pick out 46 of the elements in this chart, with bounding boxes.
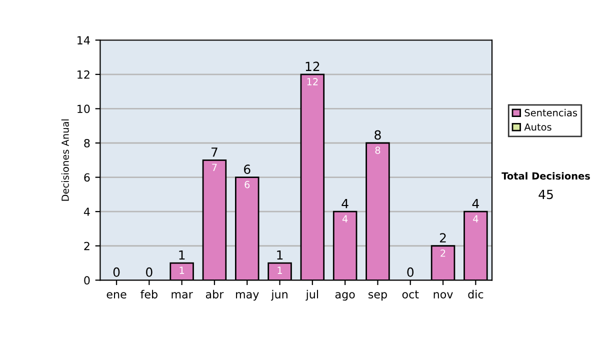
y-tick-label: 2 (84, 242, 90, 250)
x-tick-label: abr (206, 290, 224, 298)
data-label: 4 (473, 215, 478, 222)
y-tick-label: 10 (78, 104, 90, 114)
data-label: 6 (244, 180, 250, 188)
total-label: 12 (306, 62, 320, 71)
x-tick-label: ago (335, 292, 355, 301)
total-label: 0 (407, 267, 414, 277)
x-tick-label: mar (172, 292, 193, 298)
data-label: 1 (278, 266, 282, 274)
x-tick-label: jul (306, 290, 318, 301)
x-tick-label: jun (270, 290, 288, 301)
total-label: 2 (440, 233, 446, 242)
total-label: 4 (342, 199, 348, 208)
total-label: 0 (113, 267, 120, 277)
y-tick-label: 14 (78, 36, 90, 44)
total-label: 6 (244, 164, 250, 174)
x-tick-label: oct (402, 290, 419, 298)
data-label: 7 (212, 164, 217, 171)
data-label: 8 (375, 146, 380, 154)
total-label: 0 (146, 267, 152, 277)
y-tick-label: 6 (84, 173, 90, 182)
total-label: 1 (277, 250, 283, 260)
data-label: 2 (440, 249, 446, 257)
data-label: 1 (180, 266, 184, 274)
y-tick-label: 12 (78, 70, 90, 79)
y-axis-title: Decisiones Anual (61, 119, 69, 201)
y-tick-label: 8 (84, 138, 90, 148)
legend-label: Sentencias (524, 108, 578, 116)
x-tick-label: feb (140, 290, 158, 298)
y-tick-label: 4 (84, 208, 90, 216)
total-label: 7 (212, 148, 218, 157)
total-label: 4 (472, 199, 479, 208)
text: Total Decisiones (502, 172, 590, 180)
x-tick-label: dic (468, 290, 484, 298)
total-label: 1 (179, 250, 185, 260)
legend-label: Autos (524, 123, 552, 131)
data-label: 12 (307, 78, 318, 86)
data-label: 4 (342, 215, 348, 222)
text: 45 (538, 190, 553, 200)
x-tick-label: ene (106, 292, 126, 298)
total-label: 8 (374, 130, 381, 140)
y-tick-label: 0 (84, 276, 90, 285)
x-tick-label: sep (368, 292, 387, 301)
x-tick-label: may (236, 292, 259, 301)
x-tick-label: nov (434, 292, 453, 298)
